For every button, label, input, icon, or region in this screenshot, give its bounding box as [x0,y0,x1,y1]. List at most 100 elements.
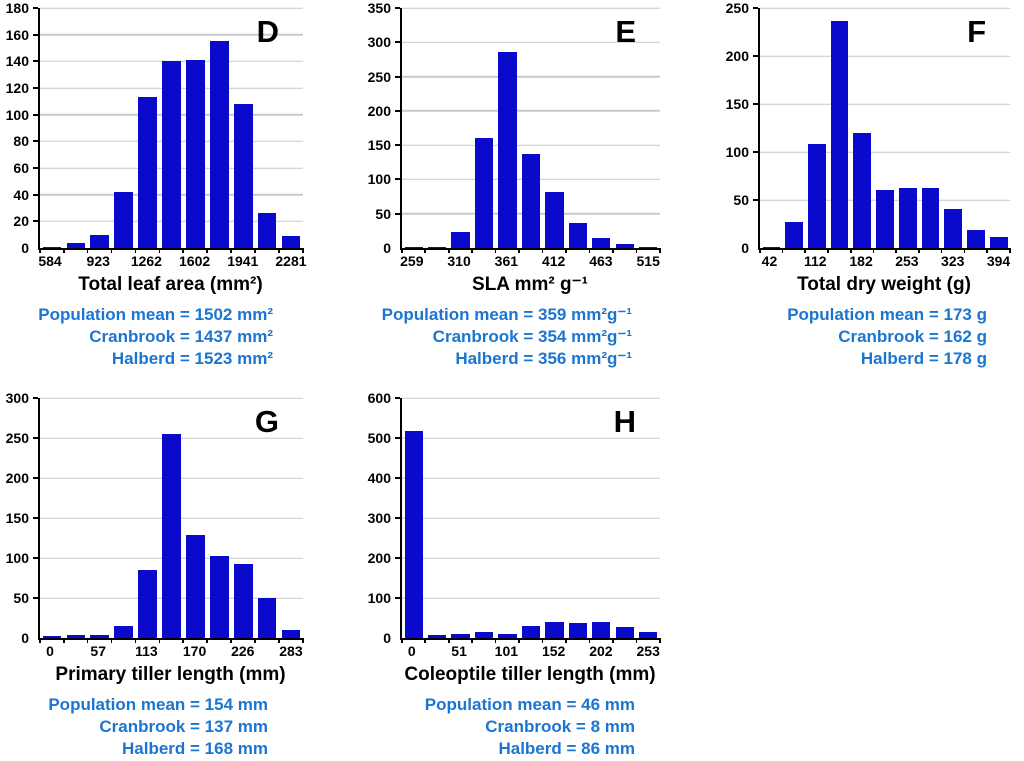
histogram-bar [592,622,611,638]
chart-plot-row: 0 50 100 150 200 250 F [690,0,1024,255]
mean-line: Halberd = 86 mm [498,738,635,758]
bar-slot [828,8,851,248]
histogram-bar [545,192,564,248]
x-axis-title: Coleoptile tiller length (mm) [404,664,656,685]
y-axis-tick [33,60,38,63]
y-axis-tick-label: 300 [5,390,29,406]
bar-slot [613,8,636,248]
bar-slot [637,8,660,248]
y-axis-tick [33,7,38,9]
x-axis-labels: 0 51 101 152 202 253 [400,640,660,663]
bar-slot [496,398,519,638]
histogram-bar [162,61,181,248]
y-axis-tick [753,103,758,105]
bar-slot [183,398,207,638]
y-axis-labels: 0 100 200 300 400 500 600 [345,391,398,645]
mean-line: Cranbrook = 8 mm [485,716,635,736]
bar-slot [402,398,425,638]
mean-line: Cranbrook = 1437 mm² [89,326,273,346]
x-axis-tick [781,248,784,253]
x-axis-tick [659,638,661,643]
y-axis-tick [33,33,38,36]
x-axis-tick-label: 923 [86,253,110,269]
bar-slot [425,8,448,248]
x-axis-tick-label: 323 [941,253,965,269]
bar-slot [160,398,184,638]
panel-letter: E [615,14,636,49]
histogram-bar [807,144,826,248]
x-axis-tick [635,638,638,643]
gridline [402,7,660,9]
gridline [760,7,1010,9]
x-axis-tick-label: 1602 [179,253,211,269]
histogram-bar [639,247,658,248]
mean-line: Population mean = 46 mm [424,694,635,714]
y-axis-tick [33,167,38,170]
mean-line: Halberd = 356 mm²g⁻¹ [455,348,632,368]
x-axis-tick [518,248,520,253]
plot-area: E [395,7,661,253]
y-axis-tick-label: 60 [13,160,29,177]
x-axis-tick [206,248,208,253]
chart-panel-h: 0 100 200 300 400 500 600 H 0 51 101 152 202 253 Coleo… [345,390,675,760]
x-axis-tick [588,248,591,253]
x-axis-tick-label: 584 [38,253,62,269]
y-axis-labels: 0 50 100 150 200 250 [690,1,756,255]
histogram-bar [138,570,157,638]
panel-letter: H [613,404,636,439]
bar-slot [613,398,636,638]
bar-slot [160,8,184,248]
x-axis-tick [254,638,256,643]
y-axis-tick-label: 150 [5,510,29,526]
y-axis-tick-label: 140 [5,53,29,70]
x-axis-tick-label: 170 [182,643,207,659]
bar-slot [965,8,988,248]
x-axis-tick [134,248,137,253]
mean-line: Halberd = 178 g [860,348,987,368]
y-axis-tick-label: 250 [725,0,749,16]
bars-container [760,8,1010,248]
x-axis-tick [39,638,41,643]
x-axis-tick-label: 515 [636,253,660,269]
bar-slot [590,8,613,248]
x-axis-tick [401,248,403,253]
chart-plot-row: 0 20 40 60 80 100 120 140 160 180 D [0,0,340,255]
x-axis-tick [518,638,520,643]
bar-slot [279,398,303,638]
x-axis-title: SLA mm² g⁻¹ [472,274,588,295]
y-axis-tick-label: 300 [367,34,391,51]
x-axis-tick [963,248,966,253]
x-axis-tick-label: 101 [494,643,519,659]
x-axis-tick [494,638,497,643]
plot-area: G [33,397,304,643]
y-axis-tick-label: 40 [13,186,29,203]
x-axis-tick-label: 1262 [130,253,162,269]
y-axis-tick [395,178,400,181]
y-axis-tick-label: 50 [375,205,391,222]
histogram-bar [186,60,205,248]
histogram-bar [944,208,963,248]
x-axis-tick-label: 152 [541,643,566,659]
chart-panel-f: 0 50 100 150 200 250 F 42 112 182 253 323 394 Total d… [690,0,1024,370]
y-axis-tick-label: 50 [13,590,29,607]
x-axis-tick [158,248,161,253]
bar-slot [88,8,112,248]
histogram-bar [853,132,872,248]
y-axis-tick [395,109,400,112]
x-axis-tick [110,638,113,643]
bar-slot [519,398,542,638]
x-axis-title: Total leaf area (mm²) [78,274,263,295]
y-axis-tick-label: 200 [725,48,749,64]
y-axis-tick-label: 120 [5,80,29,97]
y-axis-tick-label: 350 [367,0,391,16]
y-axis-tick-label: 80 [13,133,29,150]
bars-container [402,8,660,248]
histogram-bar [404,247,423,248]
histogram-bar [281,236,301,248]
histogram-bar [898,188,917,248]
x-axis-labels: 584 923 1262 1602 1941 2281 [38,250,306,273]
gridline [402,477,660,479]
chart-plot-row: 0 50 100 150 200 250 300 G [0,390,340,645]
gridline [760,103,1010,105]
